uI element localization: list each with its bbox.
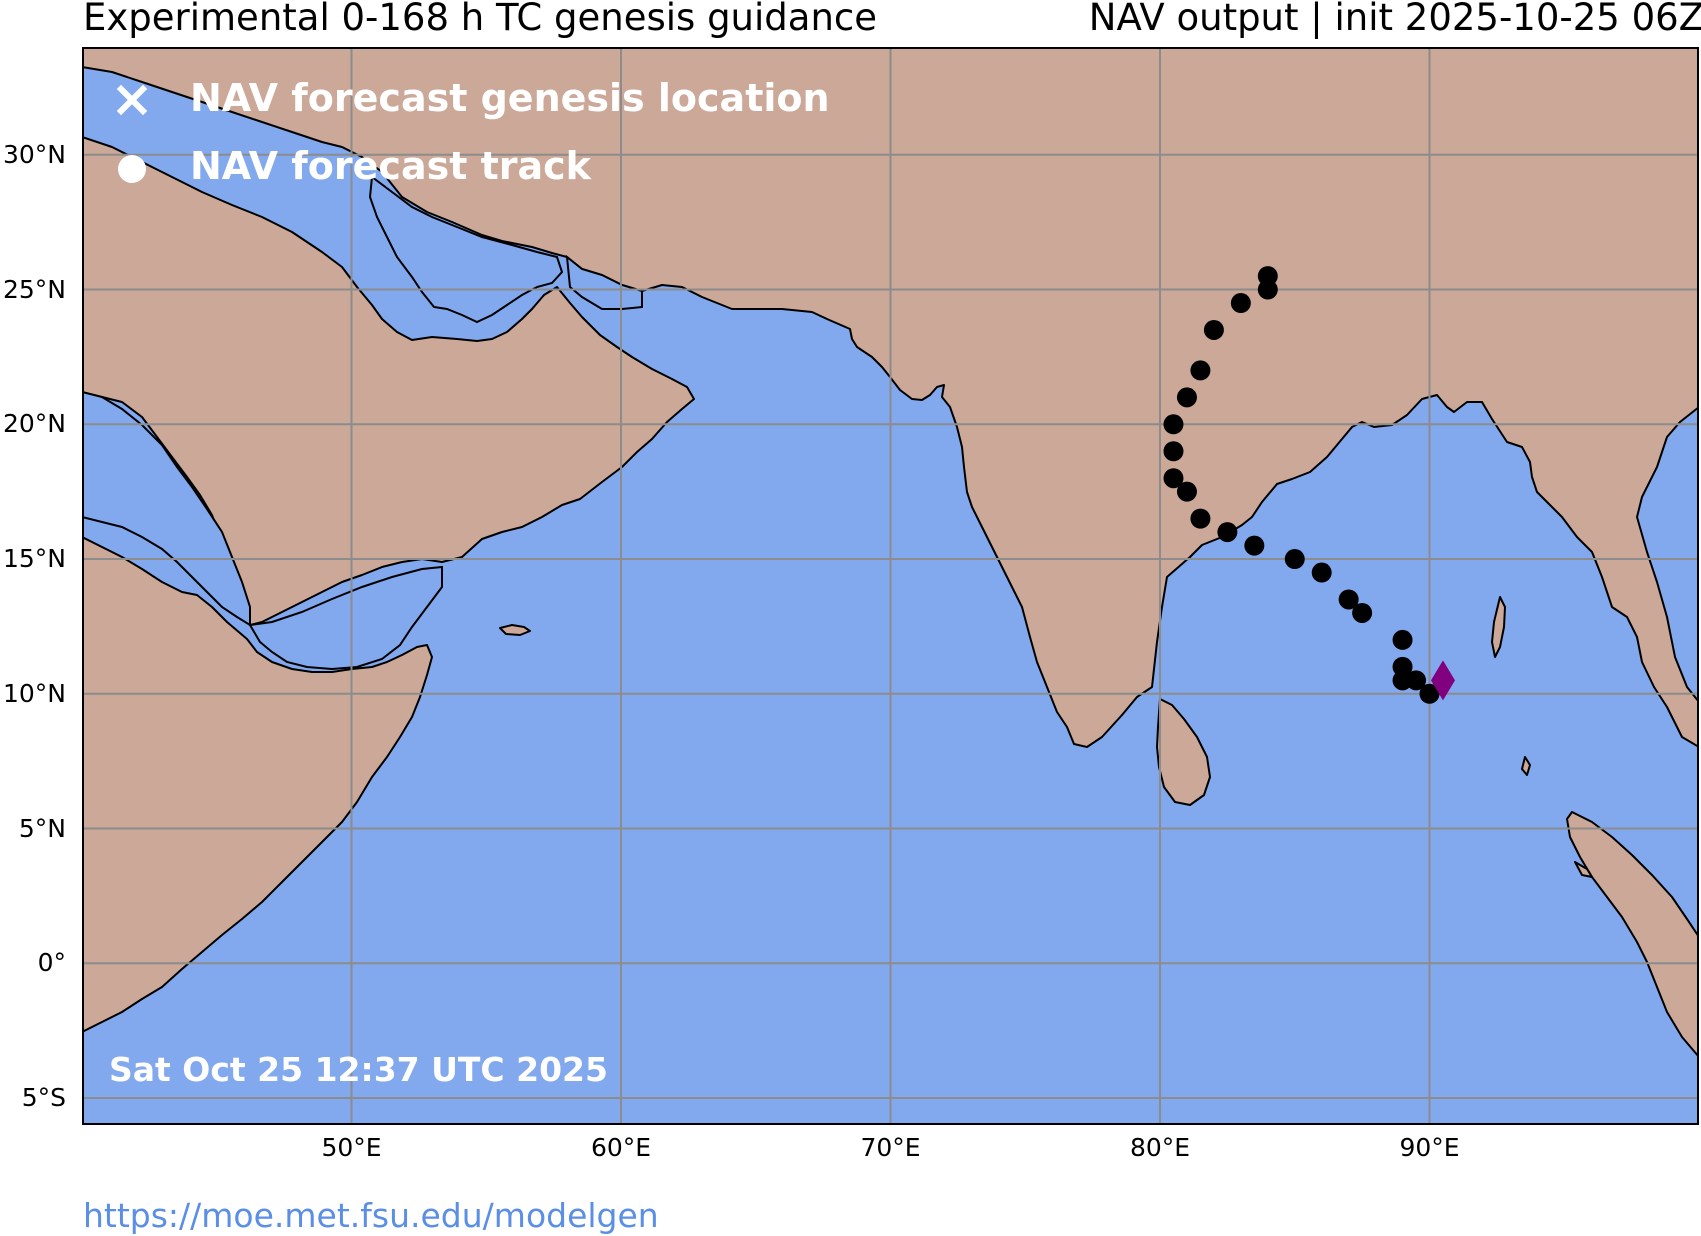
land-andaman <box>1491 596 1506 658</box>
lon-tick-label: 90°E <box>1399 1133 1460 1162</box>
track-point <box>1406 670 1427 691</box>
land-sri-lanka <box>1156 698 1211 806</box>
lat-tick-label: 15°N <box>2 544 66 574</box>
track-point <box>1190 360 1211 381</box>
legend: NAV forecast genesis location NAV foreca… <box>116 76 830 188</box>
land-nicobar <box>1521 756 1531 776</box>
land-sumatra <box>1566 811 1699 1058</box>
track-point <box>1284 549 1305 570</box>
lat-tick-label: 0° <box>37 948 66 978</box>
track-legend-icon <box>118 155 146 183</box>
land-africa <box>82 536 433 1033</box>
genesis-marker <box>1430 660 1455 701</box>
track-point <box>1163 441 1184 462</box>
track-point <box>1392 629 1413 650</box>
track-point <box>1163 414 1184 435</box>
track-point <box>1217 522 1238 543</box>
land-masses <box>82 47 1699 1058</box>
lon-tick-label: 60°E <box>590 1133 652 1162</box>
map-frame <box>82 47 1699 1125</box>
title-right: NAV output | init 2025-10-25 06Z <box>1088 0 1701 39</box>
track-point <box>1163 468 1184 489</box>
lon-tick-label: 80°E <box>1129 1133 1191 1162</box>
source-url[interactable]: https://moe.met.fsu.edu/modelgen <box>83 1196 659 1235</box>
track-point <box>1203 319 1224 340</box>
gulf-of-aden <box>248 565 443 671</box>
track-point <box>1190 508 1211 529</box>
track-point <box>1176 387 1197 408</box>
lat-tick-label: 20°N <box>2 409 66 439</box>
forecast-track <box>1163 266 1440 704</box>
grid-lines <box>82 47 1699 1125</box>
track-point <box>1176 481 1197 502</box>
persian-gulf <box>368 175 564 324</box>
track-point <box>1244 535 1265 556</box>
lat-tick-label: 10°N <box>2 678 66 708</box>
track-point <box>1311 562 1332 583</box>
track-point <box>1230 293 1251 314</box>
track-point <box>1257 279 1278 300</box>
land-socotra <box>499 624 531 636</box>
timestamp: Sat Oct 25 12:37 UTC 2025 <box>109 1050 608 1089</box>
red-sea <box>82 390 251 627</box>
track-point <box>1352 602 1373 623</box>
genesis-legend-label: NAV forecast genesis location <box>190 76 830 120</box>
lat-tick-label: 5°S <box>21 1083 66 1113</box>
genesis-diamond <box>1430 660 1455 701</box>
inland-seas <box>82 175 643 671</box>
map: NAV forecast genesis location NAV foreca… <box>82 47 1699 1125</box>
genesis-legend-icon <box>116 84 148 116</box>
land-simeulue <box>1574 861 1593 878</box>
lat-tick-label: 25°N <box>2 274 66 304</box>
lon-tick-label: 50°E <box>321 1133 382 1162</box>
track-point <box>1419 683 1440 704</box>
track-point <box>1338 589 1359 610</box>
title-left: Experimental 0-168 h TC genesis guidance <box>83 0 878 39</box>
lat-tick-label: 30°N <box>2 139 66 169</box>
track-legend-label: NAV forecast track <box>190 144 592 188</box>
lat-tick-label: 5°N <box>18 813 66 843</box>
gulf-of-oman <box>565 254 643 310</box>
lon-tick-label: 70°E <box>860 1133 921 1162</box>
